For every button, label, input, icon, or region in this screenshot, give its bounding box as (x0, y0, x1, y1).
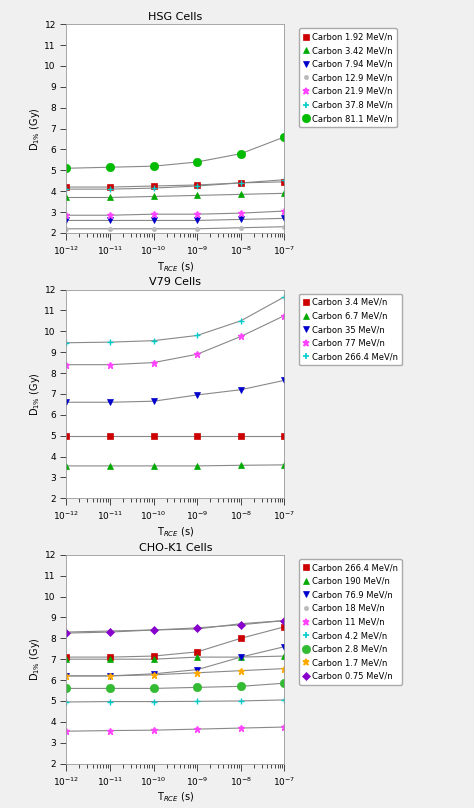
Title: CHO-K1 Cells: CHO-K1 Cells (138, 543, 212, 553)
Y-axis label: D$_{1\%}$ (Gy): D$_{1\%}$ (Gy) (27, 638, 42, 681)
Title: HSG Cells: HSG Cells (148, 12, 202, 22)
Y-axis label: D$_{1\%}$ (Gy): D$_{1\%}$ (Gy) (27, 372, 42, 416)
X-axis label: T$_{RCE}$ (s): T$_{RCE}$ (s) (157, 260, 194, 274)
Legend: Carbon 3.4 MeV/n, Carbon 6.7 MeV/n, Carbon 35 MeV/n, Carbon 77 MeV/n, Carbon 266: Carbon 3.4 MeV/n, Carbon 6.7 MeV/n, Carb… (300, 293, 402, 365)
X-axis label: T$_{RCE}$ (s): T$_{RCE}$ (s) (157, 790, 194, 804)
Title: V79 Cells: V79 Cells (149, 277, 201, 288)
X-axis label: T$_{RCE}$ (s): T$_{RCE}$ (s) (157, 525, 194, 539)
Legend: Carbon 1.92 MeV/n, Carbon 3.42 MeV/n, Carbon 7.94 MeV/n, Carbon 12.9 MeV/n, Carb: Carbon 1.92 MeV/n, Carbon 3.42 MeV/n, Ca… (300, 28, 397, 127)
Y-axis label: D$_{1\%}$ (Gy): D$_{1\%}$ (Gy) (27, 107, 42, 150)
Legend: Carbon 266.4 MeV/n, Carbon 190 MeV/n, Carbon 76.9 MeV/n, Carbon 18 MeV/n, Carbon: Carbon 266.4 MeV/n, Carbon 190 MeV/n, Ca… (300, 559, 402, 685)
